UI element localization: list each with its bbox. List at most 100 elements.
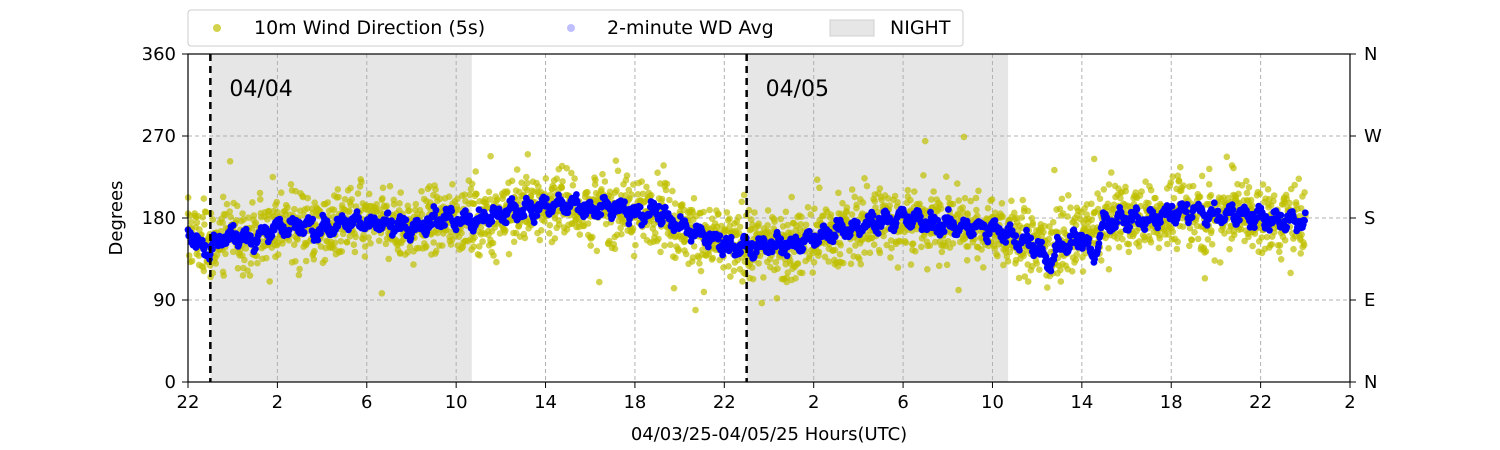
wind-5s-point xyxy=(335,193,342,201)
wind-5s-point xyxy=(853,201,860,209)
wind-5s-point xyxy=(861,249,868,256)
wind-5s-point xyxy=(291,241,298,248)
wind-2min-point xyxy=(388,217,395,225)
wind-5s-point xyxy=(974,212,981,220)
wind-2min-point xyxy=(1047,267,1055,275)
wind-5s-point xyxy=(706,206,713,214)
wind-5s-point xyxy=(1277,255,1285,263)
wind-5s-point xyxy=(748,216,755,223)
wind-5s-point xyxy=(909,240,917,247)
wind-5s-point xyxy=(774,265,781,273)
wind-5s-point xyxy=(1057,266,1064,274)
wind-5s-point xyxy=(980,264,987,271)
wind-2min-point xyxy=(530,219,538,227)
x-tick-label: 22 xyxy=(177,392,200,413)
wind-2min-point xyxy=(1096,231,1104,239)
wind-5s-point xyxy=(584,220,592,227)
wind-5s-point xyxy=(352,203,360,210)
wind-5s-point xyxy=(661,242,668,249)
wind-5s-point xyxy=(219,219,226,226)
wind-5s-point xyxy=(1268,241,1276,248)
wind-5s-point xyxy=(675,247,682,255)
wind-5s-point xyxy=(1189,182,1197,190)
wind-5s-point xyxy=(295,271,303,279)
wind-5s-point xyxy=(1286,199,1293,207)
wind-5s-point xyxy=(1167,179,1175,186)
wind-2min-point xyxy=(1251,224,1258,232)
wind-2min-point xyxy=(985,230,993,238)
wind-5s-point xyxy=(839,259,847,267)
wind-5s-point xyxy=(672,254,679,262)
wind-5s-point xyxy=(891,192,899,200)
wind-5s-point xyxy=(963,257,971,264)
y-axis-left: 0 90 180 270 360 xyxy=(142,44,188,393)
wind-5s-point xyxy=(494,196,501,203)
x-tick-label: 14 xyxy=(534,392,557,413)
wind-2min-point xyxy=(1141,226,1149,234)
day-boundaries: 04/04 04/05 xyxy=(209,54,829,382)
wind-5s-point xyxy=(466,191,474,199)
wind-5s-point xyxy=(250,212,258,219)
wind-5s-point xyxy=(436,195,444,203)
wind-5s-point xyxy=(883,241,891,249)
wind-5s-point xyxy=(467,185,475,193)
legend-label-2min: 2-minute WD Avg xyxy=(607,17,774,39)
wind-5s-point xyxy=(242,245,250,252)
wind-5s-point xyxy=(244,267,251,274)
wind-5s-point xyxy=(1068,268,1076,275)
wind-5s-point xyxy=(493,258,500,266)
wind-5s-point xyxy=(618,230,625,238)
wind-5s-point xyxy=(613,187,620,194)
wind-5s-point xyxy=(638,178,645,185)
wind-5s-point xyxy=(930,188,937,195)
wind-5s-point xyxy=(991,245,998,252)
wind-5s-point xyxy=(1223,153,1231,161)
wind-2min-point xyxy=(229,221,237,229)
wind-5s-point xyxy=(1259,181,1267,188)
wind-5s-point xyxy=(1094,190,1101,197)
wind-5s-point xyxy=(390,201,398,208)
wind-5s-point xyxy=(1295,175,1303,183)
wind-2min-point xyxy=(384,209,392,217)
wind-5s-point xyxy=(831,246,839,254)
wind-5s-point xyxy=(748,264,756,271)
wind-5s-point xyxy=(978,246,985,253)
wind-2min-point xyxy=(533,212,541,219)
wind-5s-point xyxy=(735,213,742,221)
wind-5s-point xyxy=(1177,163,1184,171)
wind-5s-point xyxy=(541,218,548,225)
wind-5s-point xyxy=(1088,216,1095,224)
wind-5s-point xyxy=(943,173,950,180)
wind-5s-point xyxy=(1056,205,1064,213)
wind-5s-point xyxy=(196,226,203,233)
wind-5s-point xyxy=(1248,201,1256,209)
wind-5s-point xyxy=(935,262,943,270)
wind-2min-point xyxy=(831,233,839,241)
legend-marker-5s xyxy=(213,24,221,32)
wind-2min-point xyxy=(641,218,648,226)
wind-5s-point xyxy=(518,179,525,186)
wind-2min-point xyxy=(466,212,474,220)
wind-5s-point xyxy=(275,251,282,258)
wind-5s-point xyxy=(187,218,195,226)
wind-2min-point xyxy=(1243,206,1250,214)
wind-5s-point xyxy=(1198,172,1206,180)
wind-2min-point xyxy=(1228,201,1236,209)
wind-5s-point xyxy=(682,250,690,258)
wind-5s-point xyxy=(856,255,863,263)
wind-5s-point xyxy=(1049,218,1057,226)
wind-5s-point xyxy=(886,202,893,209)
wind-5s-point xyxy=(1029,219,1037,227)
wind-5s-point xyxy=(553,175,561,182)
right-tick-label: S xyxy=(1364,208,1375,229)
wind-5s-point xyxy=(697,267,705,275)
wind-2min-point xyxy=(520,212,528,220)
wind-5s-point xyxy=(794,260,802,267)
wind-5s-point xyxy=(454,206,462,214)
wind-5s-point xyxy=(202,208,210,216)
wind-2min-point xyxy=(232,230,240,238)
wind-2min-point xyxy=(1023,226,1030,234)
wind-5s-point xyxy=(821,253,829,261)
wind-5s-point xyxy=(848,211,856,218)
wind-5s-point xyxy=(367,240,374,247)
